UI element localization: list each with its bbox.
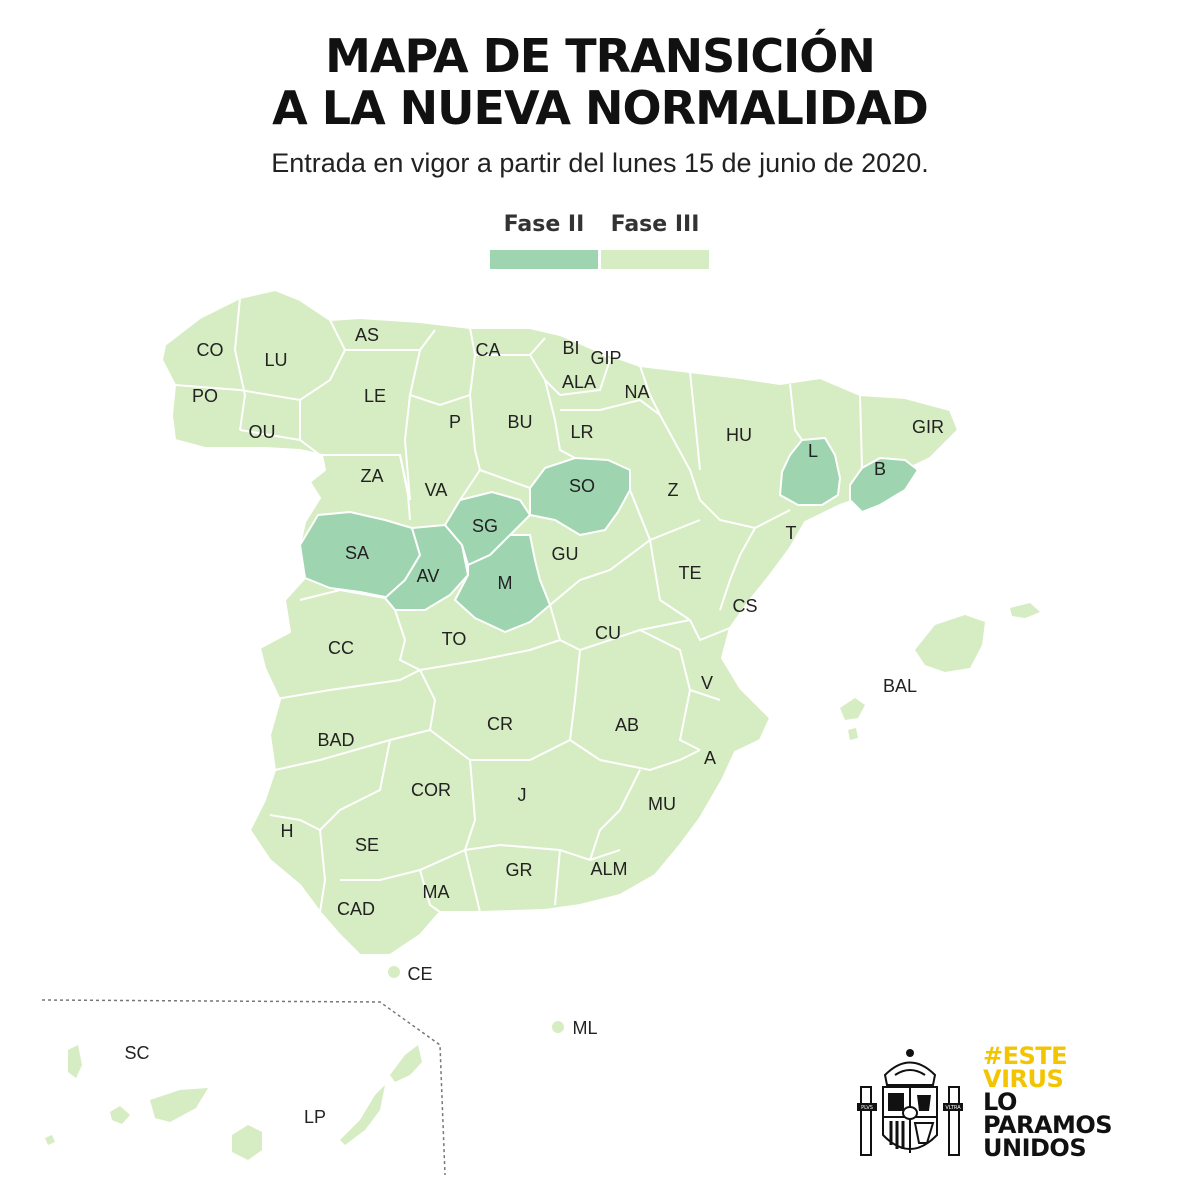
province-label: A xyxy=(704,748,716,768)
province-label: MA xyxy=(423,882,450,902)
province-label: GU xyxy=(552,544,579,564)
province-label: SA xyxy=(345,543,369,563)
province-label: CR xyxy=(487,714,513,734)
province-label: SE xyxy=(355,835,379,855)
balearic-islands xyxy=(840,603,1040,740)
title-line-1: MAPA DE TRANSICIÓN xyxy=(325,29,876,83)
slogan-line-1: #ESTE xyxy=(983,1042,1068,1070)
province-label: CA xyxy=(475,340,500,360)
province-label: LR xyxy=(570,422,593,442)
legend-swatch-fase-3 xyxy=(601,250,709,269)
melilla-dot xyxy=(552,1021,564,1033)
province-label: CE xyxy=(407,964,432,984)
province-label: BAL xyxy=(883,676,917,696)
province-label: HU xyxy=(726,425,752,445)
province-label: ALA xyxy=(562,372,596,392)
province-label: LE xyxy=(364,386,386,406)
province-borders xyxy=(174,297,863,913)
province-label: V xyxy=(701,673,713,693)
province-label: CO xyxy=(197,340,224,360)
province-label: T xyxy=(786,523,797,543)
province-label: SO xyxy=(569,476,595,496)
province-label: OU xyxy=(249,422,276,442)
legend-swatch-fase-2 xyxy=(490,250,598,269)
phase-legend: Fase II Fase III xyxy=(490,212,710,272)
canary-inset-frame xyxy=(41,999,446,1176)
province-label: BAD xyxy=(317,730,354,750)
province-label: ZA xyxy=(360,466,383,486)
province-label: Z xyxy=(668,480,679,500)
province-label: LP xyxy=(304,1107,326,1127)
slogan: #ESTE VIRUS LO PARAMOS UNIDOS xyxy=(983,1042,1113,1162)
peninsula-base xyxy=(161,289,959,956)
province-shape-so xyxy=(529,457,631,536)
province-label: CC xyxy=(328,638,354,658)
province-label: VA xyxy=(425,480,448,500)
province-label: ML xyxy=(572,1018,597,1038)
province-label: SC xyxy=(124,1043,149,1063)
province-label: M xyxy=(498,573,513,593)
province-label: NA xyxy=(624,382,649,402)
province-label: CAD xyxy=(337,899,375,919)
province-label: PO xyxy=(192,386,218,406)
government-logo: PLVS VLTRA #ESTE VIRUS LO PARAMOS UNIDOS xyxy=(855,1042,1165,1170)
slogan-line-2: VIRUS xyxy=(983,1065,1064,1093)
province-label: GIR xyxy=(912,417,944,437)
province-label: AS xyxy=(355,325,379,345)
province-label: MU xyxy=(648,794,676,814)
province-label: TO xyxy=(442,629,467,649)
province-label: LU xyxy=(264,350,287,370)
province-shape-l xyxy=(779,437,841,506)
province-label: AB xyxy=(615,715,639,735)
title-line-2: A LA NUEVA NORMALIDAD xyxy=(272,81,929,135)
pillar-text-right: VLTRA xyxy=(945,1105,961,1111)
province-label: BI xyxy=(562,338,579,358)
province-label: L xyxy=(808,441,818,461)
province-label: J xyxy=(518,785,527,805)
province-label: COR xyxy=(411,780,451,800)
province-label: TE xyxy=(678,563,701,583)
province-label: P xyxy=(449,412,461,432)
slogan-line-4: PARAMOS xyxy=(983,1111,1113,1139)
slogan-line-3: LO xyxy=(983,1088,1017,1116)
province-shape-sg xyxy=(444,491,531,566)
legend-item-fase-2: Fase II xyxy=(490,212,598,270)
map-title: MAPA DE TRANSICIÓN A LA NUEVA NORMALIDAD xyxy=(0,30,1200,134)
province-label: AV xyxy=(417,566,440,586)
map-subtitle: Entrada en vigor a partir del lunes 15 d… xyxy=(271,148,929,178)
pillar-text-left: PLVS xyxy=(861,1105,873,1111)
province-label: B xyxy=(874,459,886,479)
ceuta-dot xyxy=(388,966,400,978)
legend-item-fase-3: Fase III xyxy=(601,212,709,270)
province-label: CU xyxy=(595,623,621,643)
province-labels: CO LU AS CA BI GIP ALA NA PO OU LE P BU … xyxy=(124,325,944,1127)
coat-of-arms-icon: PLVS VLTRA xyxy=(857,1049,963,1156)
province-label: BU xyxy=(507,412,532,432)
legend-label-fase-3: Fase III xyxy=(610,212,700,237)
province-label: H xyxy=(281,821,294,841)
province-label: SG xyxy=(472,516,498,536)
canary-islands xyxy=(45,1045,422,1160)
province-label: ALM xyxy=(590,859,627,879)
province-label: GR xyxy=(506,860,533,880)
province-label: CS xyxy=(732,596,757,616)
slogan-line-5: UNIDOS xyxy=(983,1134,1087,1162)
legend-label-fase-2: Fase II xyxy=(503,212,585,237)
province-shape-b xyxy=(849,457,919,513)
province-label: GIP xyxy=(590,348,621,368)
